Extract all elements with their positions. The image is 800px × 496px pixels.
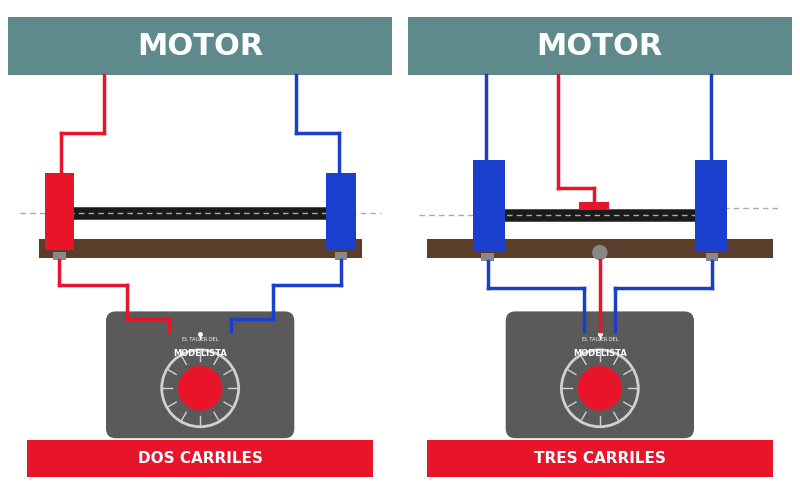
FancyBboxPatch shape bbox=[8, 17, 392, 75]
Circle shape bbox=[178, 366, 222, 411]
Bar bbox=[326, 173, 356, 250]
Circle shape bbox=[578, 366, 622, 411]
FancyBboxPatch shape bbox=[106, 311, 294, 438]
Text: MOTOR: MOTOR bbox=[137, 32, 263, 61]
Bar bbox=[27, 440, 373, 477]
Bar bbox=[38, 239, 362, 257]
FancyBboxPatch shape bbox=[408, 17, 792, 75]
FancyBboxPatch shape bbox=[506, 311, 694, 438]
Bar bbox=[427, 440, 773, 477]
Bar bbox=[695, 160, 726, 252]
Bar bbox=[578, 202, 610, 210]
Bar bbox=[334, 252, 347, 260]
Text: EL TALLER DEL: EL TALLER DEL bbox=[582, 337, 618, 342]
Text: MOTOR: MOTOR bbox=[537, 32, 663, 61]
Text: TRES CARRILES: TRES CARRILES bbox=[534, 451, 666, 466]
Text: MODELISTA: MODELISTA bbox=[174, 349, 227, 358]
Bar bbox=[54, 252, 66, 260]
Circle shape bbox=[592, 245, 607, 260]
Bar bbox=[482, 253, 494, 261]
Text: DOS CARRILES: DOS CARRILES bbox=[138, 451, 262, 466]
Text: EL TALLER DEL: EL TALLER DEL bbox=[182, 337, 218, 342]
Text: MODELISTA: MODELISTA bbox=[573, 349, 626, 358]
Bar bbox=[706, 253, 718, 261]
Bar bbox=[427, 239, 773, 257]
Bar bbox=[45, 173, 74, 250]
Bar bbox=[473, 160, 505, 252]
